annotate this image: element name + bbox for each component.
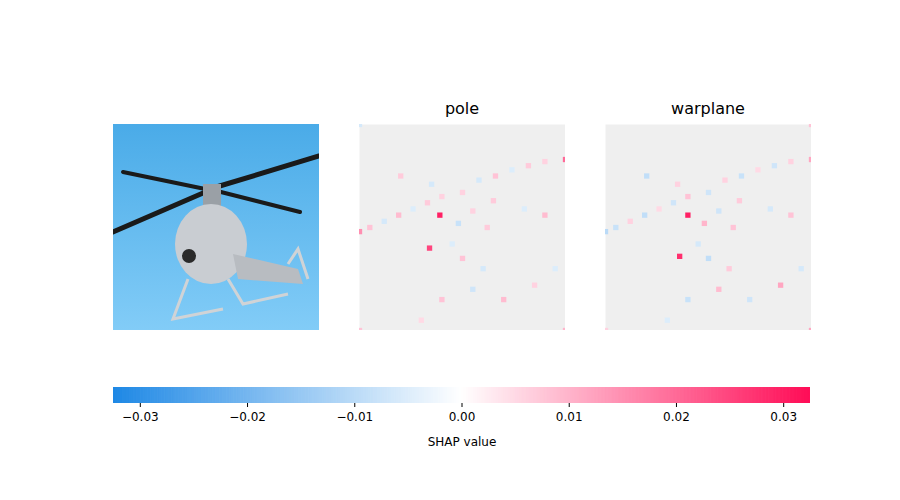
svg-text:−0.03: −0.03 <box>122 410 159 424</box>
svg-text:0.00: 0.00 <box>449 410 476 424</box>
html-text:pole: pole <box>444 99 480 118</box>
svg-text:−0.02: −0.02 <box>229 410 266 424</box>
svg-text:0.02: 0.02 <box>663 410 690 424</box>
svg-text:SHAP value: SHAP value <box>428 435 497 449</box>
html-text:warplane: warplane <box>671 99 745 118</box>
svg-text:−0.01: −0.01 <box>336 410 373 424</box>
svg-text:0.01: 0.01 <box>556 410 583 424</box>
svg-text:0.03: 0.03 <box>770 410 797 424</box>
